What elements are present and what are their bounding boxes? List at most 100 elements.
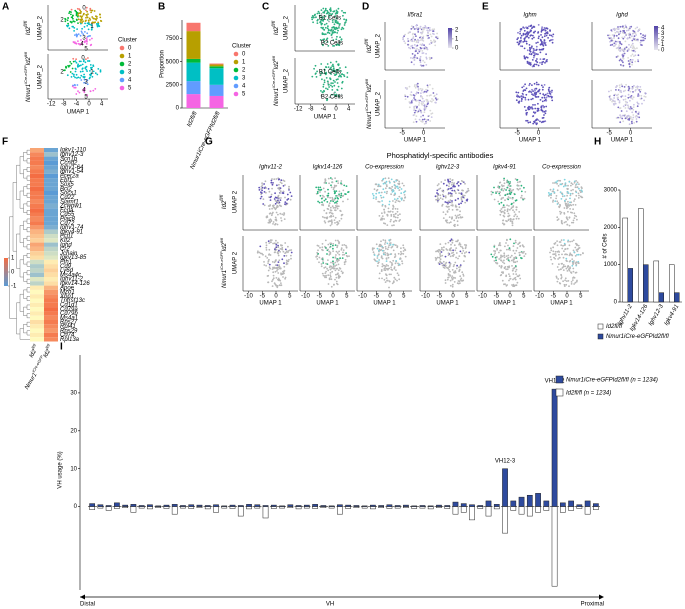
umap-point <box>449 199 452 202</box>
umap-point <box>512 205 515 207</box>
umap-point <box>266 275 269 277</box>
umap-point <box>336 207 339 210</box>
umap-point <box>332 262 334 264</box>
umap-point <box>274 216 277 219</box>
umap-point <box>503 252 506 255</box>
gene-label: Klf2 <box>60 238 71 244</box>
umap-point <box>431 41 434 43</box>
umap-point <box>629 115 631 118</box>
umap-point <box>523 197 526 200</box>
bar <box>551 506 558 587</box>
umap-point <box>327 194 330 197</box>
umap-point <box>387 256 390 259</box>
x-tick-label: -10 <box>301 294 310 300</box>
umap-point <box>533 112 536 115</box>
umap-point <box>437 194 440 197</box>
umap-point <box>76 64 79 67</box>
umap-point <box>329 275 332 278</box>
umap-point <box>460 193 463 196</box>
umap-point <box>525 42 528 45</box>
umap-point <box>279 199 282 202</box>
umap-point <box>514 270 517 273</box>
x-tick-label: 0 <box>537 131 541 137</box>
heatmap-cell <box>44 320 58 325</box>
x-tick-label: -5 <box>399 131 405 137</box>
umap-point <box>387 207 390 210</box>
umap-point <box>419 109 422 112</box>
umap-point <box>456 208 459 211</box>
umap-point <box>69 71 72 73</box>
umap-point <box>327 220 330 223</box>
umap-point <box>430 57 433 59</box>
heatmap-cell <box>44 165 58 170</box>
umap-point <box>328 86 330 88</box>
superscript: iCre-eGFP <box>23 65 28 84</box>
umap-point <box>85 13 88 16</box>
umap-point <box>629 46 632 48</box>
umap-point <box>330 71 333 73</box>
umap-point <box>622 54 625 57</box>
umap-point <box>545 105 548 108</box>
heatmap-cell <box>44 221 58 226</box>
umap-point <box>91 37 93 40</box>
umap-point <box>621 25 624 28</box>
umap-point <box>628 61 631 63</box>
x-tick-label: 0 <box>629 131 633 137</box>
axis-label: UMAP 2 <box>233 190 239 213</box>
umap-point <box>543 120 545 123</box>
umap-point <box>527 98 530 101</box>
umap-point <box>335 180 338 183</box>
heatmap-cell <box>30 259 44 265</box>
umap-point <box>96 17 98 20</box>
umap-point <box>526 56 529 59</box>
umap-point <box>457 181 459 184</box>
umap-point <box>570 189 573 192</box>
umap-point <box>335 27 338 30</box>
umap-point <box>79 18 82 21</box>
umap-point <box>81 27 83 30</box>
umap-point <box>343 24 346 26</box>
umap-point <box>543 106 545 109</box>
umap-point <box>537 64 540 67</box>
umap-point <box>434 195 437 198</box>
umap-point <box>346 72 349 74</box>
umap-point <box>90 11 92 14</box>
umap-point <box>524 57 527 60</box>
umap-point <box>372 197 375 200</box>
umap-point <box>509 256 512 259</box>
umap-point <box>400 247 402 250</box>
umap-point <box>551 41 554 44</box>
umap-point <box>99 13 101 16</box>
umap-point <box>380 240 382 243</box>
heatmap-cell <box>30 272 44 277</box>
umap-point <box>86 70 88 72</box>
umap-point <box>388 273 391 276</box>
dendrogram <box>16 165 20 200</box>
heatmap-cell <box>30 294 44 299</box>
umap-point <box>569 197 571 200</box>
umap-point <box>493 244 496 247</box>
umap-point <box>562 269 565 271</box>
bar <box>460 503 467 507</box>
umap-point <box>610 29 613 31</box>
umap-point <box>334 278 336 281</box>
umap-point <box>324 239 327 242</box>
umap-point <box>564 244 567 246</box>
umap-point <box>333 94 336 96</box>
umap-point <box>415 41 418 43</box>
umap-point <box>569 194 572 197</box>
umap-point <box>404 255 407 258</box>
umap-point <box>80 60 82 63</box>
umap-point <box>391 185 394 188</box>
umap-point <box>569 203 571 206</box>
heatmap-cell <box>30 298 44 303</box>
umap-point <box>556 182 558 185</box>
umap-point <box>631 118 634 121</box>
umap-point <box>426 84 429 87</box>
umap-point <box>622 26 625 29</box>
dendrogram <box>12 182 17 252</box>
dendrogram <box>23 203 27 213</box>
umap-point <box>324 69 326 71</box>
umap-point <box>396 272 399 275</box>
umap-point <box>439 197 442 200</box>
